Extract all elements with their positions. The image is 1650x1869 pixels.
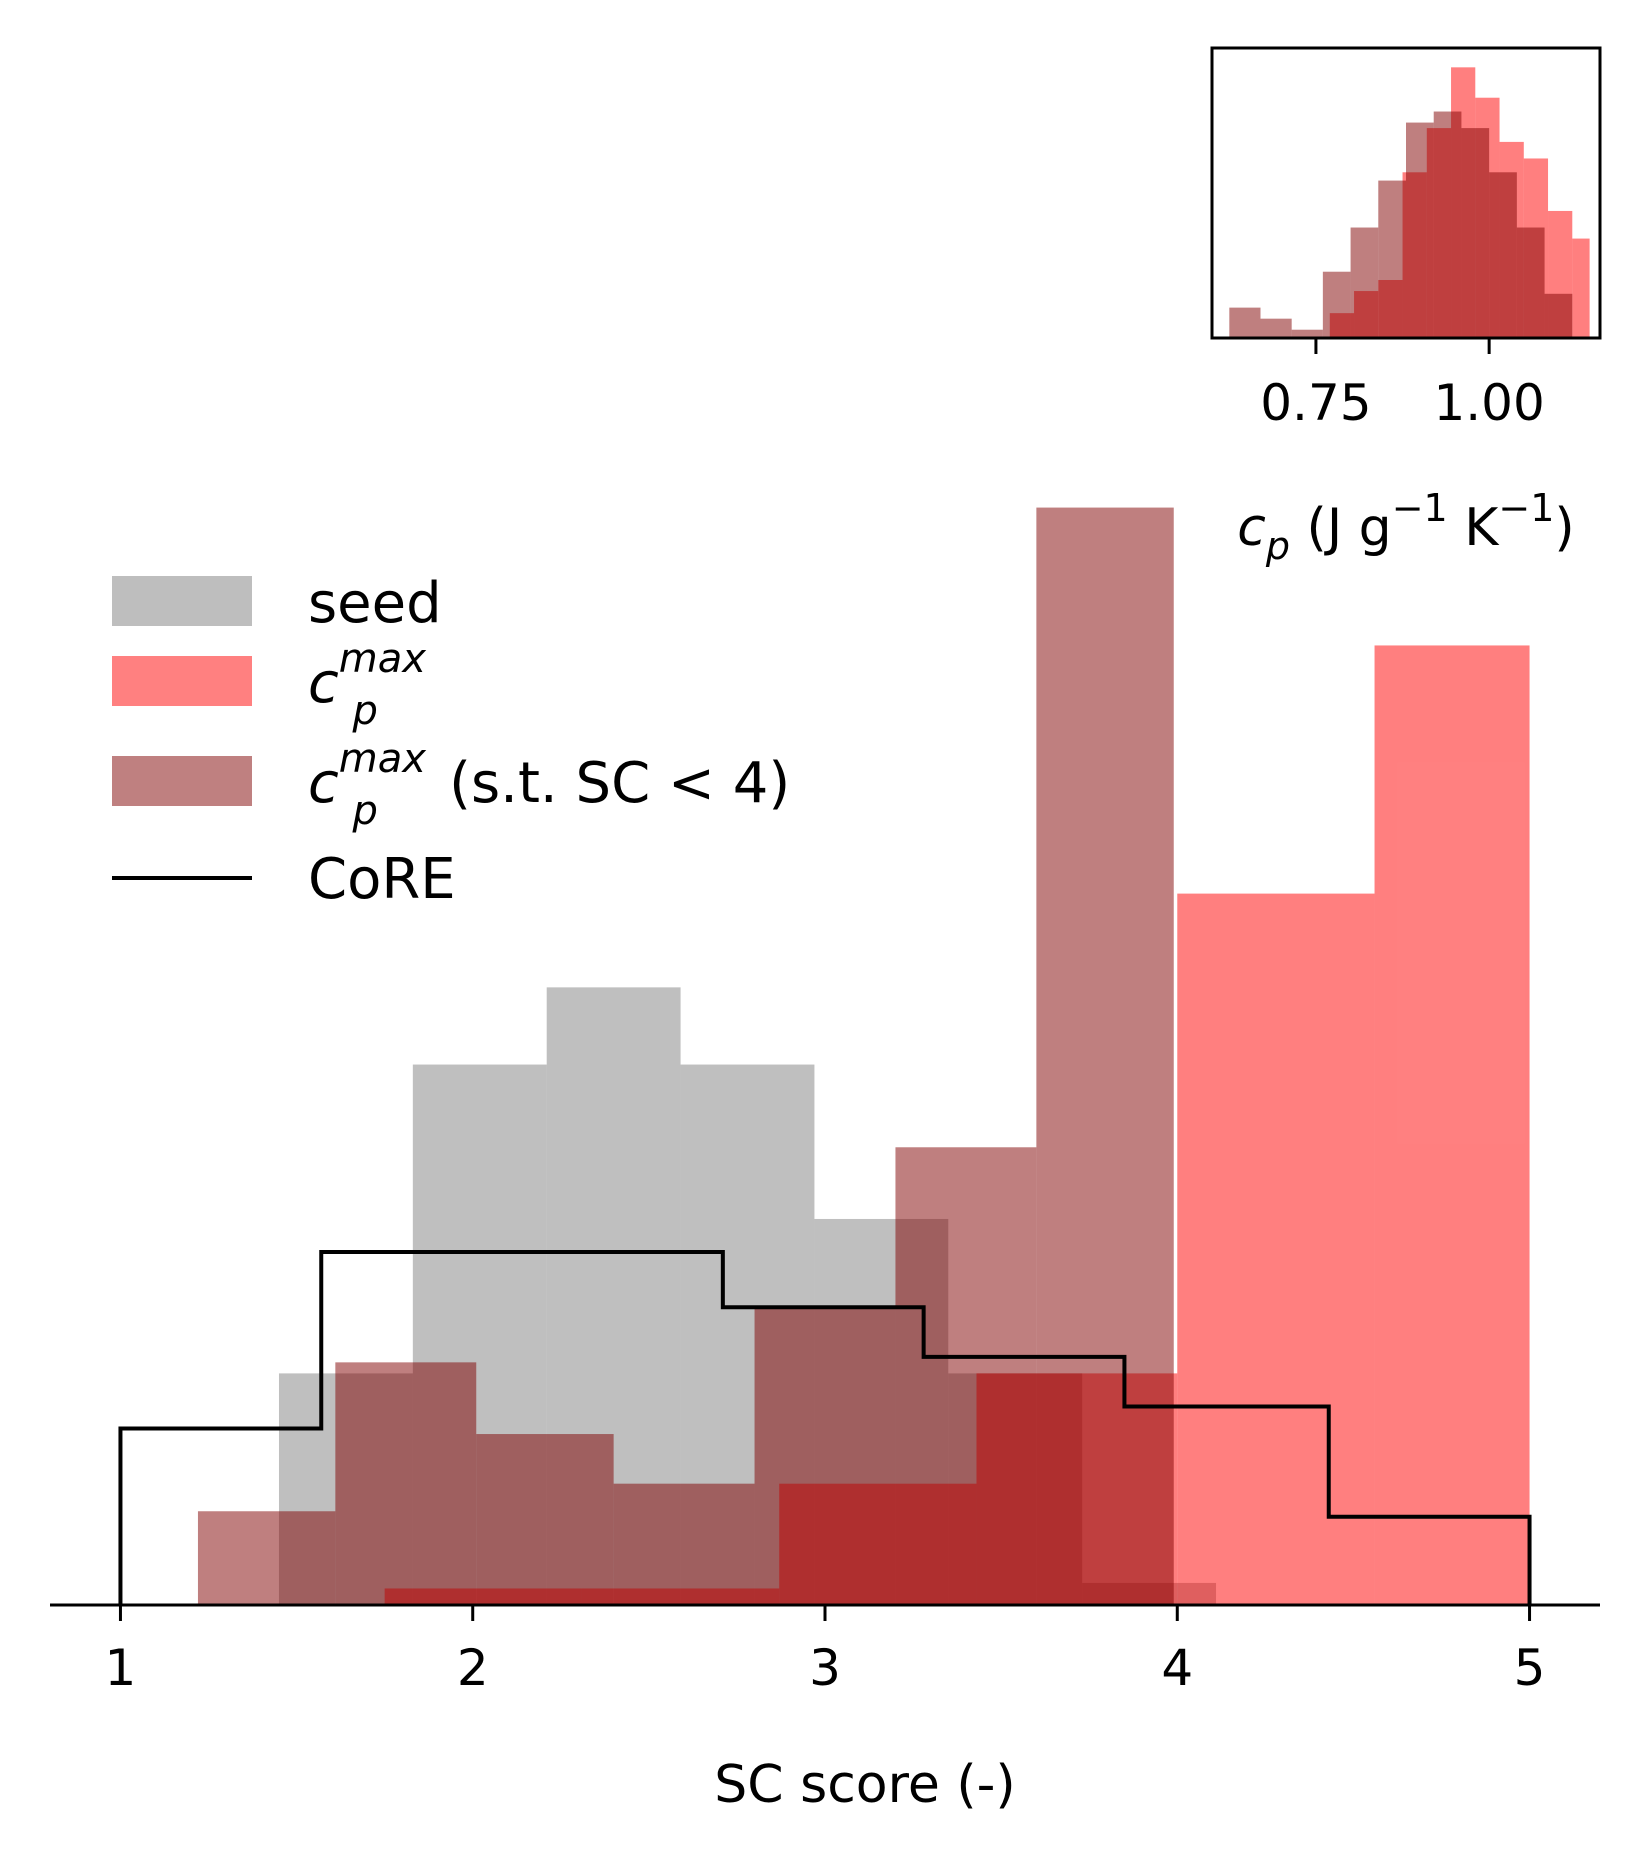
legend-item-c-p-max-s-t-sc-4: cmax p (s.t. SC < 4) xyxy=(112,736,790,834)
main-x-tick-label-4: 4 xyxy=(1161,1639,1193,1697)
legend-item-seed: seed xyxy=(112,571,442,636)
main-x-axis-label: SC score (-) xyxy=(714,1755,1015,1815)
inset-frame xyxy=(1210,46,1602,340)
inset-bar-c-p-max-s-t-sc-4-3 xyxy=(1322,271,1351,338)
legend-item-c-p-max: cmax p xyxy=(112,636,426,734)
inset-bar-c-p-max-s-t-sc-4-2 xyxy=(1291,329,1323,338)
inset-bar-c-p-max-s-t-sc-4-9 xyxy=(1489,172,1517,338)
bar-c-p-max-4 xyxy=(1177,893,1375,1605)
legend-swatch-c-p-max-s-t-sc-4 xyxy=(112,756,252,806)
inset-x-axis-label: cp (J g−1 K−1) xyxy=(1237,486,1574,568)
main-plot: 1 2 3 4 5 SC score (-) xyxy=(50,507,1600,1815)
bar-c-p-max-5 xyxy=(1374,645,1530,1605)
legend-label-c-p-max-s-t-sc-4: cmax p (s.t. SC < 4) xyxy=(308,736,790,834)
inset-bar-c-p-max-s-t-sc-4-0 xyxy=(1229,307,1261,338)
main-bars xyxy=(197,507,1530,1606)
main-x-tick-label-5: 5 xyxy=(1514,1639,1546,1697)
main-x-tick-label-3: 3 xyxy=(809,1639,841,1697)
inset-bar-c-p-max-s-t-sc-4-8 xyxy=(1461,128,1490,338)
bar-c-p-max-s-t-sc-4-2 xyxy=(476,1434,614,1605)
inset-x-tick-label-0-75: 0.75 xyxy=(1260,374,1371,432)
inset-bar-c-p-max-s-t-sc-4-10 xyxy=(1516,227,1545,338)
inset-series-c-p-max-s-t-sc-4 xyxy=(1229,111,1573,339)
bar-c-p-max-s-t-sc-4-5 xyxy=(895,1147,1037,1605)
inset-bar-c-p-max-s-t-sc-4-6 xyxy=(1406,122,1434,338)
legend-swatch-seed xyxy=(112,576,252,626)
inset-bar-c-p-max-s-t-sc-4-5 xyxy=(1378,180,1406,338)
legend-swatch-c-p-max xyxy=(112,656,252,706)
inset-bar-c-p-max-10 xyxy=(1572,238,1590,338)
bar-c-p-max-s-t-sc-4-1 xyxy=(335,1362,477,1605)
step-core xyxy=(118,1250,1532,1605)
legend-label-seed: seed xyxy=(308,571,442,636)
bar-c-p-max-s-t-sc-4-6 xyxy=(1036,507,1174,1606)
series-c-p-max-s-t-sc-4 xyxy=(197,507,1174,1606)
bar-c-p-max-s-t-sc-4-4 xyxy=(754,1307,896,1605)
inset-bar-c-p-max-s-t-sc-4-1 xyxy=(1260,318,1292,338)
bar-c-p-max-s-t-sc-4-0 xyxy=(197,1511,336,1605)
inset-bars xyxy=(1229,67,1590,339)
inset-x-tick-label-1-00: 1.00 xyxy=(1433,374,1544,432)
inset-plot: 0.75 1.00 cp (J g−1 K−1) xyxy=(1210,46,1602,568)
inset-x-axis: 0.75 1.00 xyxy=(1260,338,1545,432)
inset-bar-c-p-max-s-t-sc-4-11 xyxy=(1544,293,1573,338)
legend-label-c-p-max: cmax p xyxy=(308,636,426,734)
bar-c-p-max-s-t-sc-4-3 xyxy=(613,1483,755,1605)
inset-bar-c-p-max-s-t-sc-4-7 xyxy=(1433,111,1462,339)
main-x-tick-label-2: 2 xyxy=(457,1639,489,1697)
core-step-line xyxy=(118,1250,1532,1605)
main-x-axis: 1 2 3 4 5 xyxy=(50,1603,1600,1697)
legend-item-core: CoRE xyxy=(112,847,456,912)
legend-label-core: CoRE xyxy=(308,847,456,912)
inset-bar-c-p-max-s-t-sc-4-4 xyxy=(1350,227,1379,338)
main-x-tick-label-1: 1 xyxy=(105,1639,137,1697)
